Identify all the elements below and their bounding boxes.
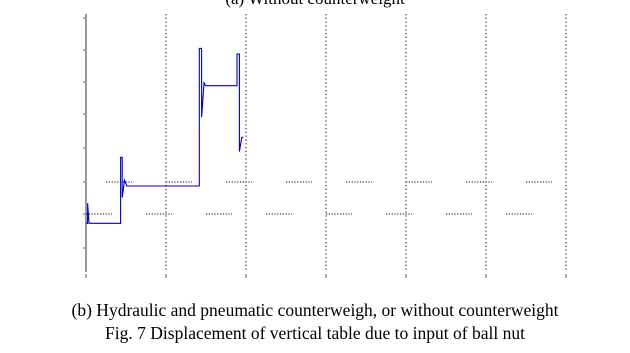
plot-axes bbox=[83, 14, 567, 278]
series-line-0 bbox=[86, 47, 244, 224]
subfigure-caption: (b) Hydraulic and pneumatic counterweigh… bbox=[71, 300, 559, 320]
displacement-chart bbox=[83, 14, 567, 278]
grid-lines bbox=[86, 14, 567, 272]
top-caption: (a) Without counterweight bbox=[0, 0, 630, 9]
series-layer bbox=[86, 47, 244, 224]
figure-caption: Fig. 7 Displacement of vertical table du… bbox=[105, 323, 525, 343]
